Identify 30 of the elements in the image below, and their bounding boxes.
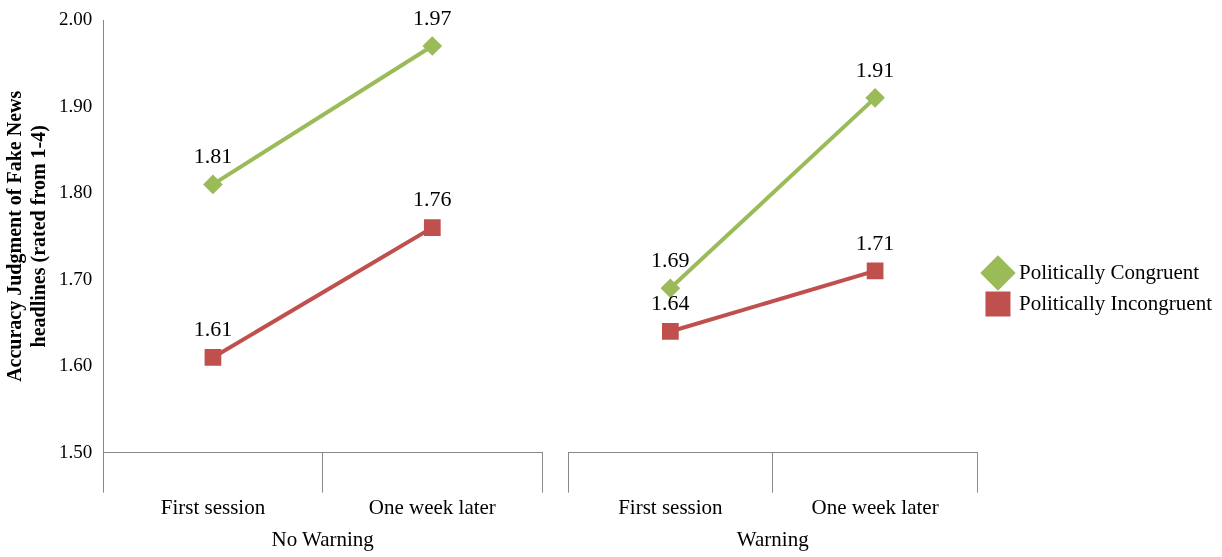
- point: [423, 219, 441, 237]
- data-label: 1.61: [193, 316, 233, 342]
- point: [423, 36, 442, 55]
- data-label: 1.97: [413, 4, 452, 30]
- y-tick-label: 1.80: [59, 181, 93, 203]
- y-tick-label: 2.00: [59, 7, 93, 29]
- point: [204, 349, 222, 366]
- x-tick-label: First session: [160, 494, 266, 519]
- y-tick-label: 1.90: [59, 94, 93, 116]
- data-label: 1.64: [651, 290, 690, 316]
- y-tick-label: 1.60: [59, 354, 93, 376]
- x-axis-title: No Warning: [271, 526, 375, 551]
- y-tick-label: 1.50: [59, 440, 93, 462]
- x-tick-label: One week later: [811, 494, 939, 519]
- y-axis-title: Accuracy Judgment of Fake News headlines (rated from 1-4): [3, 90, 51, 382]
- data-label: 1.71: [855, 229, 895, 255]
- legend-label: Politically Incongruent: [1018, 290, 1213, 315]
- x-tick-label: First session: [618, 494, 724, 519]
- y-tick-label: 1.70: [59, 267, 93, 289]
- point: [662, 323, 679, 340]
- data-label: 1.81: [193, 143, 233, 169]
- x-tick-label: One week later: [368, 494, 496, 519]
- data-label: 1.76: [413, 186, 452, 212]
- data-label: 1.69: [651, 246, 690, 272]
- point: [866, 262, 884, 280]
- point: [203, 175, 222, 194]
- legend-label: Politically Congruent: [1018, 259, 1200, 284]
- point: [866, 88, 885, 107]
- x-axis-title: Warning: [736, 526, 810, 551]
- data-label: 1.91: [855, 56, 895, 82]
